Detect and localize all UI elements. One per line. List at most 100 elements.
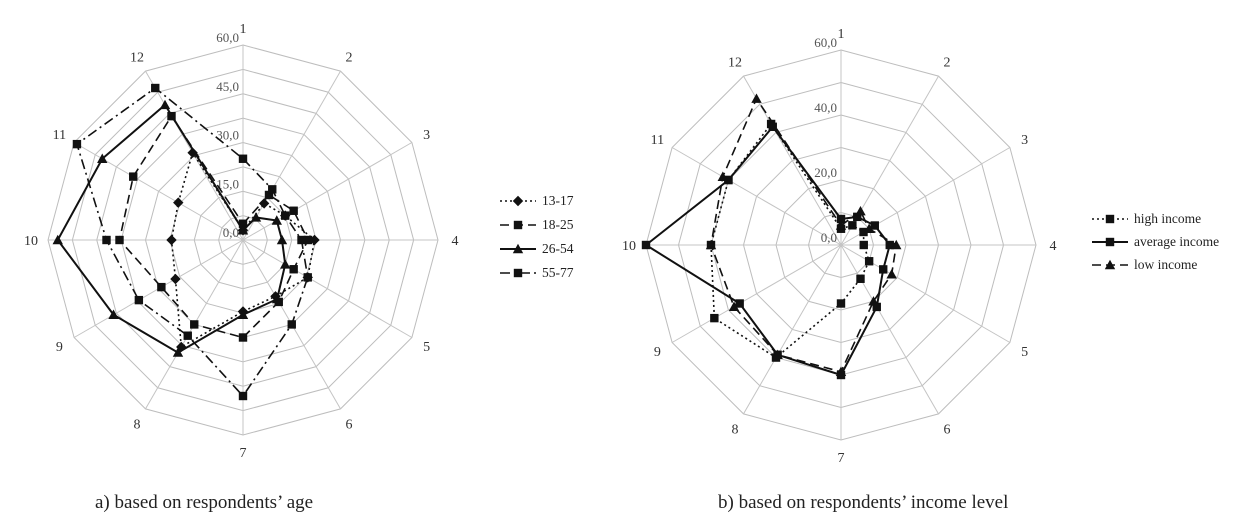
legend-marker: [513, 220, 523, 230]
data-point: [97, 153, 108, 163]
data-point: [238, 333, 248, 342]
legend-marker: [1104, 259, 1116, 270]
data-point: [52, 234, 63, 245]
data-point: [872, 302, 881, 312]
data-point: [190, 320, 199, 329]
data-point: [870, 221, 879, 230]
series-low-income: [705, 93, 902, 376]
data-point: [751, 93, 762, 103]
category-label: 2: [944, 55, 951, 70]
data-point: [238, 219, 248, 228]
category-label: 8: [732, 423, 739, 438]
data-point: [159, 99, 171, 110]
data-point: [289, 206, 298, 215]
category-label: 5: [1021, 345, 1028, 360]
caption-income: b) based on respondents’ income level: [718, 492, 1009, 513]
category-label: 1: [240, 22, 247, 37]
grid-spoke: [743, 75, 842, 246]
series-26-54: [52, 99, 291, 357]
legend-marker: [1105, 214, 1115, 224]
radial-tick-label: 60,0: [216, 30, 239, 45]
data-point: [879, 265, 888, 274]
data-point: [297, 235, 306, 245]
data-point: [134, 295, 144, 305]
data-point: [848, 221, 857, 230]
series-55-77: [72, 83, 312, 401]
data-point: [863, 223, 875, 233]
data-point: [641, 240, 651, 250]
legend-marker: [512, 195, 524, 207]
data-point: [173, 197, 184, 208]
data-point: [237, 309, 249, 319]
data-point: [835, 220, 847, 230]
data-point: [856, 274, 865, 283]
data-point: [264, 190, 274, 200]
radial-tick-label: 60,0: [814, 35, 837, 50]
legend-label: average income: [1134, 234, 1219, 249]
data-point: [268, 185, 277, 194]
data-point: [176, 341, 187, 353]
category-label: 4: [1050, 239, 1057, 254]
series-line: [76, 87, 309, 398]
series-line: [56, 103, 287, 354]
category-label: 7: [240, 446, 247, 461]
legend-label: 26-54: [542, 241, 574, 256]
category-label: 11: [53, 128, 66, 143]
data-point: [289, 265, 298, 274]
legend-marker: [512, 243, 524, 254]
legend-label: high income: [1134, 211, 1201, 226]
category-label: 9: [654, 345, 661, 360]
radar-chart-age: 1234567891011120,015,030,045,060,013-171…: [24, 22, 574, 461]
category-label: 3: [1021, 133, 1028, 148]
caption-age: a) based on respondents’ age: [95, 492, 314, 513]
data-point: [835, 366, 847, 376]
grid-spoke: [242, 142, 413, 241]
category-label: 1: [838, 27, 845, 42]
radial-tick-label: 45,0: [216, 79, 239, 94]
legend-marker: [513, 268, 523, 278]
grid-spoke: [242, 239, 413, 338]
data-point: [276, 234, 288, 245]
data-point: [271, 293, 283, 304]
data-point: [258, 198, 270, 209]
legend-label: 13-17: [542, 193, 574, 208]
data-point: [303, 273, 312, 282]
data-point: [170, 273, 181, 285]
category-label: 11: [651, 133, 664, 148]
category-label: 10: [24, 234, 38, 249]
data-point: [836, 214, 846, 224]
legend-marker: [1105, 237, 1115, 247]
data-point: [859, 240, 868, 250]
data-point: [280, 259, 291, 269]
data-point: [868, 296, 879, 306]
data-point: [728, 301, 740, 311]
data-point: [238, 154, 248, 163]
category-label: 6: [346, 418, 353, 433]
category-label: 2: [346, 50, 353, 65]
category-label: 12: [130, 50, 144, 65]
data-point: [129, 172, 138, 181]
data-point: [183, 331, 192, 340]
data-point: [108, 309, 119, 319]
category-label: 4: [452, 234, 459, 249]
grid-spoke: [671, 147, 842, 246]
data-point: [735, 299, 744, 308]
category-label: 10: [622, 239, 636, 254]
legend-label: 55-77: [542, 265, 574, 280]
data-point: [157, 282, 166, 292]
data-point: [115, 235, 124, 245]
data-point: [72, 139, 82, 149]
data-point: [102, 235, 111, 245]
data-point: [724, 175, 733, 185]
data-point: [250, 212, 262, 222]
radial-tick-label: 30,0: [216, 128, 239, 143]
data-point: [853, 212, 862, 222]
legend: 13-17 18-25 26-54 55-77: [500, 193, 574, 280]
category-label: 3: [423, 128, 430, 143]
data-point: [855, 206, 866, 216]
category-label: 7: [838, 451, 845, 466]
category-label: 6: [944, 423, 951, 438]
grid-spoke: [840, 244, 939, 415]
legend-label: low income: [1134, 257, 1197, 272]
